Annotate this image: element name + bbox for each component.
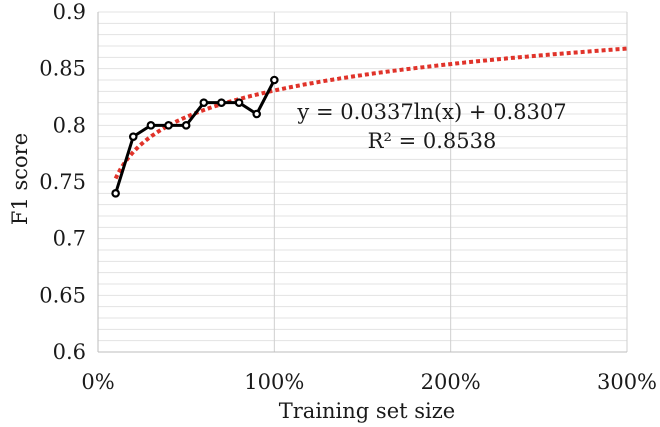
series-line: [114, 79, 276, 194]
data-point: [217, 98, 226, 107]
x-axis-title: Training set size: [279, 399, 455, 423]
data-point: [252, 109, 262, 119]
x-tick-label: 300%: [597, 370, 657, 394]
trendline-r-squared: R² = 0.8538: [368, 129, 497, 153]
tick-labels: 0.6 0.65 0.7 0.75 0.8 0.85 0.9 0% 100% 200% 300%: [39, 0, 657, 394]
trendline-layer: [113, 46, 628, 180]
y-tick-label: 0.6: [53, 340, 86, 364]
data-point: [181, 121, 191, 130]
grid-lines: [98, 11, 628, 352]
data-point: [146, 121, 156, 130]
series-layer: [111, 75, 279, 198]
axes: [97, 12, 627, 353]
data-point: [199, 98, 209, 107]
data-point: [128, 132, 138, 141]
x-tick-label: 0%: [81, 370, 114, 394]
data-point: [234, 98, 244, 107]
x-tick-label: 200%: [421, 370, 481, 394]
data-point: [270, 75, 279, 85]
y-tick-label: 0.8: [53, 113, 86, 137]
data-point: [164, 121, 173, 130]
data-point: [111, 189, 120, 198]
x-tick-label: 100%: [244, 370, 304, 394]
y-axis-title: F1 score: [8, 133, 32, 225]
y-tick-label: 0.9: [53, 0, 86, 24]
y-tick-label: 0.65: [39, 283, 86, 307]
trendline-equation: y = 0.0337ln(x) + 0.8307: [296, 100, 566, 124]
y-tick-label: 0.85: [39, 57, 86, 81]
y-tick-label: 0.75: [39, 170, 86, 194]
y-tick-label: 0.7: [53, 227, 86, 251]
trendline: [113, 46, 628, 180]
